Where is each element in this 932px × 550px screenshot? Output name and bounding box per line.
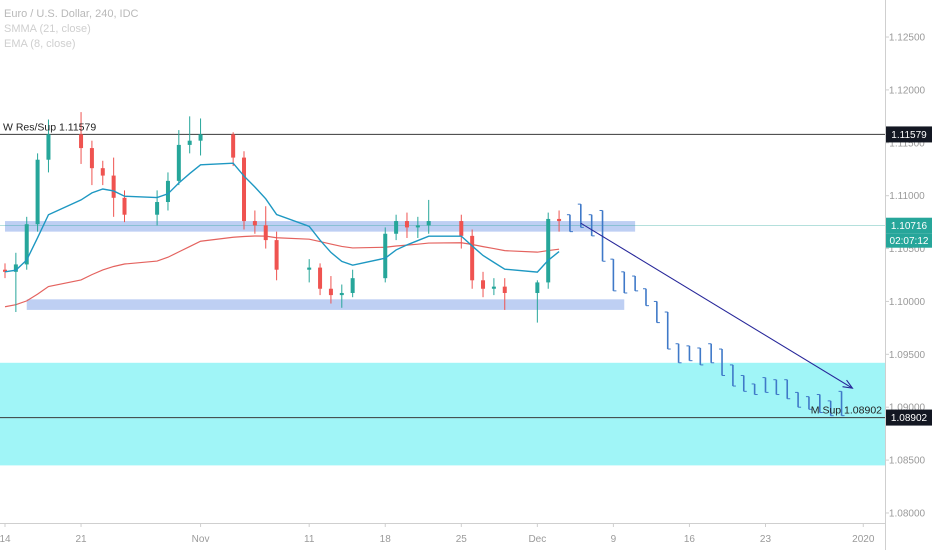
price-tick-label: 1.10000 bbox=[889, 297, 926, 308]
candle-body bbox=[470, 235, 475, 281]
candle-body bbox=[122, 197, 127, 215]
current-price-tag: 1.10716 bbox=[891, 221, 928, 232]
candle-body bbox=[165, 180, 170, 203]
candle-body bbox=[350, 278, 355, 293]
candle-body bbox=[404, 221, 409, 228]
candle-body bbox=[481, 280, 486, 289]
candle-body bbox=[252, 221, 257, 226]
candle-body bbox=[46, 134, 51, 160]
time-tick-label: 14 bbox=[0, 534, 11, 545]
price-tick-label: 1.11500 bbox=[889, 138, 925, 149]
weekly-level-tag: 1.11579 bbox=[891, 130, 927, 141]
indicator-smma-label[interactable]: SMMA (21, close) bbox=[4, 23, 91, 35]
time-tick-label: 16 bbox=[684, 534, 696, 545]
chart-legend: Euro / U.S. Dollar, 240, IDC SMMA (21, c… bbox=[4, 7, 139, 52]
time-tick-label: 25 bbox=[456, 534, 468, 545]
candle-body bbox=[242, 157, 247, 222]
zone-target-zone bbox=[0, 362, 885, 466]
candle-body bbox=[35, 159, 40, 225]
countdown-label: 02:07:12 bbox=[890, 236, 929, 247]
candle-body bbox=[176, 144, 181, 181]
candle-body bbox=[274, 240, 279, 270]
price-tick-label: 1.09000 bbox=[889, 403, 926, 414]
time-tick-label: 23 bbox=[760, 534, 772, 545]
candle-body bbox=[100, 168, 105, 176]
time-tick-label: Nov bbox=[192, 534, 210, 545]
trend-arrow bbox=[580, 222, 853, 389]
candle-body bbox=[307, 267, 312, 270]
candle-body bbox=[79, 134, 84, 149]
candle-body bbox=[415, 225, 420, 228]
candle-body bbox=[459, 221, 464, 236]
candle-body bbox=[426, 221, 431, 226]
time-tick-label: 2020 bbox=[852, 534, 875, 545]
candle-body bbox=[231, 134, 236, 158]
candle-body bbox=[491, 286, 496, 289]
monthly-level-tag-bg bbox=[886, 409, 932, 426]
indicator-ema-label[interactable]: EMA (8, close) bbox=[4, 38, 76, 50]
weekly-level-tag-bg bbox=[886, 126, 932, 143]
candle-body bbox=[198, 134, 203, 141]
arrow-head bbox=[842, 379, 854, 389]
candle-body bbox=[535, 282, 540, 293]
current-price-tag-countdown-bg bbox=[886, 233, 932, 248]
time-tick-label: Dec bbox=[528, 534, 546, 545]
candle-body bbox=[13, 264, 18, 272]
candle-body bbox=[187, 140, 192, 145]
time-tick-label: 11 bbox=[304, 534, 315, 545]
candle-body bbox=[263, 225, 268, 241]
candle-body bbox=[557, 218, 562, 222]
candle-body bbox=[383, 233, 388, 279]
candle-body bbox=[3, 269, 7, 272]
candle-body bbox=[339, 292, 344, 296]
current-price-tag-bg bbox=[886, 217, 932, 234]
price-tick-label: 1.12000 bbox=[889, 85, 926, 96]
price-tick-label: 1.08000 bbox=[889, 508, 926, 519]
price-tick-label: 1.12500 bbox=[889, 33, 926, 44]
price-tick-label: 1.10500 bbox=[889, 244, 926, 255]
time-tick-label: 9 bbox=[611, 534, 617, 545]
candle-body bbox=[546, 218, 551, 283]
smma-line bbox=[4, 235, 560, 308]
candle-body bbox=[89, 148, 94, 169]
candle-body bbox=[394, 221, 399, 234]
price-tick-label: 1.08500 bbox=[889, 456, 926, 467]
price-tick-label: 1.09500 bbox=[889, 350, 926, 361]
candle-body bbox=[328, 288, 333, 296]
monthly-level-tag: 1.08902 bbox=[891, 413, 928, 424]
ema-line bbox=[4, 162, 560, 273]
zone-resistance-band bbox=[5, 221, 636, 232]
candle-body bbox=[111, 175, 116, 198]
time-tick-label: 21 bbox=[75, 534, 87, 545]
level-label-weekly: W Res/Sup 1.11579 bbox=[3, 121, 96, 133]
zone-support-band bbox=[26, 299, 625, 310]
price-tick-label: 1.11000 bbox=[889, 191, 925, 202]
candle-body bbox=[318, 267, 323, 289]
time-tick-label: 18 bbox=[380, 534, 392, 545]
candle-body bbox=[155, 202, 160, 215]
candle-body bbox=[24, 224, 29, 265]
symbol-title[interactable]: Euro / U.S. Dollar, 240, IDC bbox=[4, 8, 139, 20]
level-label-monthly: M Sup 1.08902 bbox=[811, 405, 882, 417]
candle-body bbox=[502, 286, 507, 293]
